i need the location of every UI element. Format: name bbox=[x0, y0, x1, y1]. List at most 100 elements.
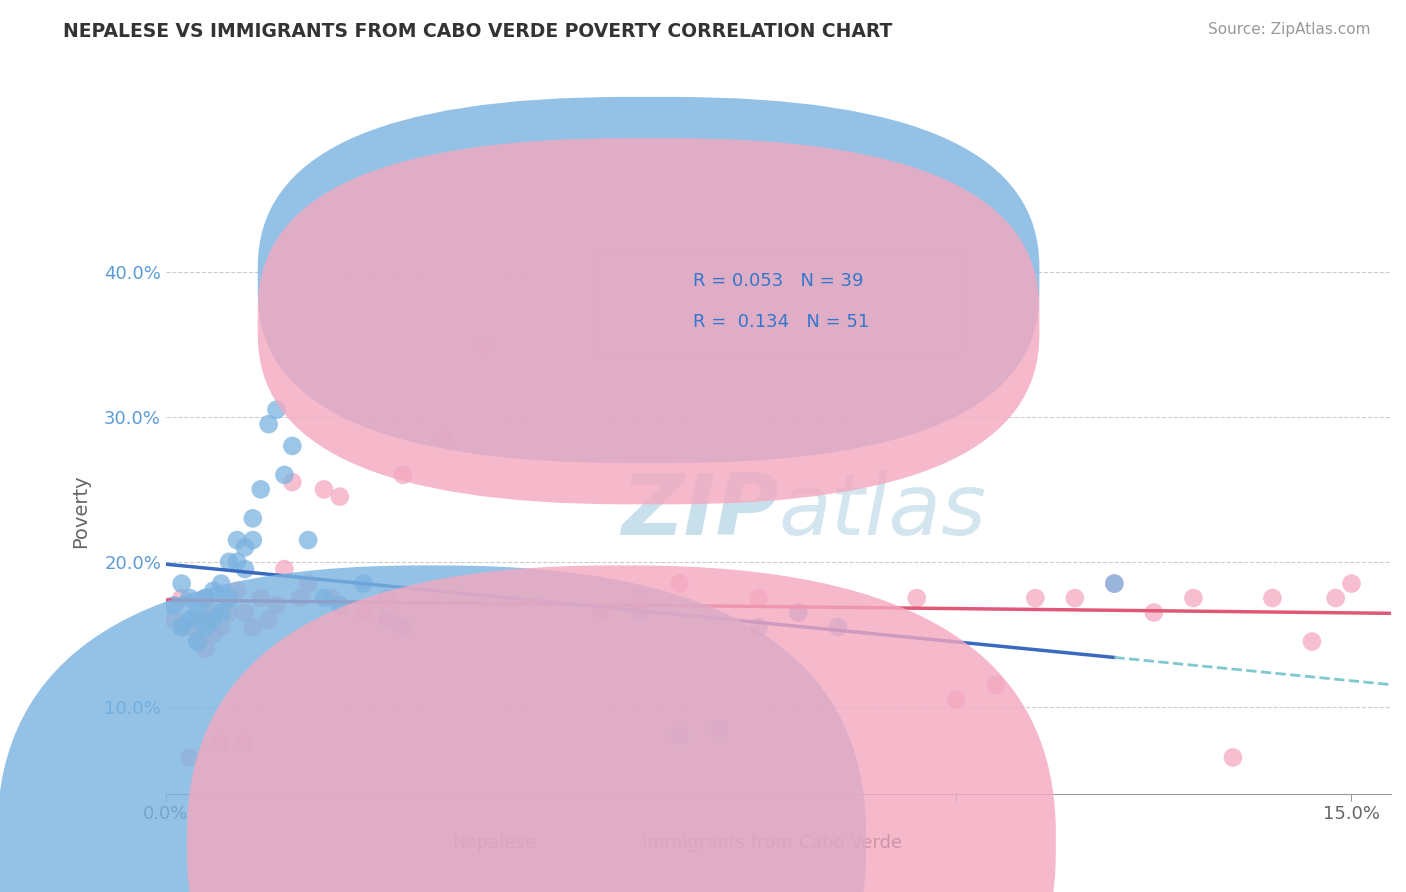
Point bbox=[163, 599, 186, 613]
Point bbox=[218, 606, 240, 620]
Point bbox=[233, 541, 256, 555]
Point bbox=[194, 591, 217, 605]
Text: ZIP: ZIP bbox=[621, 469, 779, 553]
Point bbox=[707, 722, 730, 736]
Point bbox=[257, 417, 280, 432]
Point bbox=[186, 606, 208, 620]
Point bbox=[905, 591, 928, 605]
Point bbox=[163, 613, 186, 627]
Point bbox=[312, 483, 335, 497]
Point bbox=[375, 591, 398, 605]
Point bbox=[194, 641, 217, 656]
Point bbox=[1143, 606, 1166, 620]
Point bbox=[226, 533, 249, 547]
FancyBboxPatch shape bbox=[257, 138, 1039, 504]
Point bbox=[668, 729, 690, 743]
Point bbox=[233, 736, 256, 750]
Point bbox=[226, 555, 249, 569]
Point bbox=[226, 583, 249, 598]
Point bbox=[242, 511, 264, 525]
Point bbox=[209, 736, 232, 750]
Text: Nepalese: Nepalese bbox=[453, 834, 537, 852]
Point bbox=[1104, 576, 1126, 591]
Point bbox=[273, 467, 295, 482]
Point bbox=[179, 620, 201, 634]
Point bbox=[1024, 591, 1046, 605]
Point bbox=[202, 606, 225, 620]
Point bbox=[202, 613, 225, 627]
Point bbox=[432, 432, 454, 446]
Point bbox=[748, 620, 770, 634]
Point bbox=[249, 483, 271, 497]
Point bbox=[1261, 591, 1284, 605]
Point bbox=[170, 620, 193, 634]
Point bbox=[266, 402, 288, 417]
Point bbox=[209, 620, 232, 634]
Point bbox=[787, 606, 810, 620]
Point bbox=[218, 555, 240, 569]
Point bbox=[329, 599, 352, 613]
Point bbox=[209, 576, 232, 591]
Point bbox=[242, 533, 264, 547]
Point bbox=[281, 439, 304, 453]
Point bbox=[242, 620, 264, 634]
Point bbox=[233, 562, 256, 576]
Point bbox=[186, 634, 208, 648]
Point bbox=[209, 606, 232, 620]
Point bbox=[202, 583, 225, 598]
Point bbox=[1104, 576, 1126, 591]
Point bbox=[218, 591, 240, 605]
Point bbox=[471, 337, 494, 351]
Point bbox=[353, 606, 375, 620]
Point bbox=[392, 620, 415, 634]
Point bbox=[186, 613, 208, 627]
Point bbox=[945, 692, 967, 706]
Point bbox=[194, 620, 217, 634]
Point bbox=[233, 606, 256, 620]
Point bbox=[170, 591, 193, 605]
Point bbox=[281, 475, 304, 490]
Point bbox=[1324, 591, 1347, 605]
FancyBboxPatch shape bbox=[257, 97, 1039, 463]
Point bbox=[170, 620, 193, 634]
Point bbox=[1222, 750, 1244, 764]
Point bbox=[194, 591, 217, 605]
Point bbox=[321, 591, 343, 605]
Point bbox=[375, 613, 398, 627]
Text: Immigrants from Cabo Verde: Immigrants from Cabo Verde bbox=[643, 834, 903, 852]
Text: NEPALESE VS IMMIGRANTS FROM CABO VERDE POVERTY CORRELATION CHART: NEPALESE VS IMMIGRANTS FROM CABO VERDE P… bbox=[63, 22, 893, 41]
Point bbox=[257, 613, 280, 627]
Point bbox=[787, 606, 810, 620]
Point bbox=[186, 634, 208, 648]
Point bbox=[1182, 591, 1205, 605]
Point bbox=[589, 606, 612, 620]
Point bbox=[628, 606, 651, 620]
Point bbox=[290, 591, 312, 605]
Point bbox=[392, 467, 415, 482]
Point bbox=[628, 591, 651, 605]
Point bbox=[353, 576, 375, 591]
Point bbox=[312, 591, 335, 605]
Y-axis label: Poverty: Poverty bbox=[72, 475, 90, 548]
Point bbox=[297, 576, 319, 591]
Point bbox=[1301, 634, 1323, 648]
Point bbox=[266, 599, 288, 613]
Point bbox=[1063, 591, 1085, 605]
Point bbox=[748, 591, 770, 605]
Point bbox=[273, 562, 295, 576]
Point bbox=[170, 576, 193, 591]
Point bbox=[984, 678, 1007, 692]
Text: atlas: atlas bbox=[779, 469, 987, 553]
Point bbox=[297, 533, 319, 547]
Point bbox=[249, 591, 271, 605]
Point bbox=[179, 750, 201, 764]
Point bbox=[179, 591, 201, 605]
Point bbox=[827, 620, 849, 634]
Text: R = 0.053   N = 39: R = 0.053 N = 39 bbox=[693, 271, 863, 290]
FancyBboxPatch shape bbox=[595, 252, 962, 353]
Text: R =  0.134   N = 51: R = 0.134 N = 51 bbox=[693, 313, 869, 331]
Point bbox=[1340, 576, 1362, 591]
Point bbox=[329, 490, 352, 504]
Point bbox=[668, 576, 690, 591]
Point bbox=[202, 627, 225, 641]
